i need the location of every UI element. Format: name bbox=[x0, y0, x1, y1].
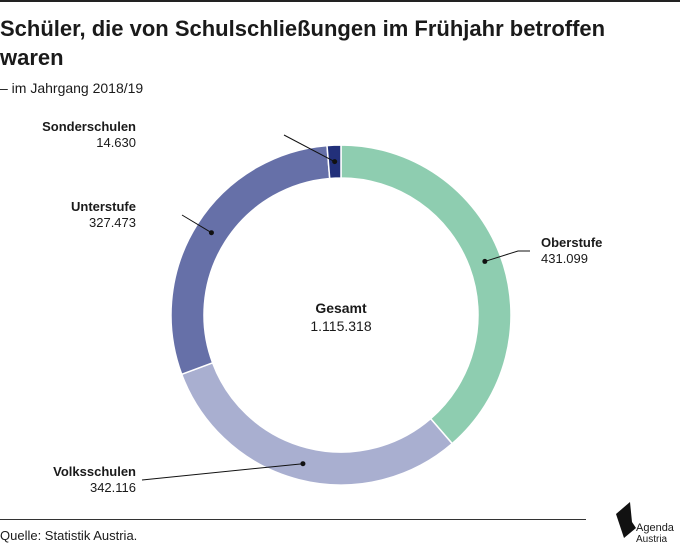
leader-dot-sonderschulen bbox=[332, 159, 338, 165]
leader-dot-volksschulen bbox=[300, 461, 306, 467]
bottom-rule bbox=[0, 519, 586, 520]
slice-value-sonderschulen: 14.630 bbox=[96, 135, 136, 150]
chart-subtitle: – im Jahrgang 2018/19 bbox=[0, 80, 144, 96]
center-label: Gesamt bbox=[315, 300, 367, 316]
brand-logo-text: Agenda Austria bbox=[636, 522, 674, 546]
leader-line-unterstufe bbox=[181, 214, 212, 234]
top-rule bbox=[0, 0, 680, 2]
slice-label-volksschulen: Volksschulen bbox=[53, 464, 136, 479]
chart-title: Schüler, die von Schulschließungen im Fr… bbox=[0, 16, 606, 70]
slice-unterstufe bbox=[170, 144, 331, 376]
leader-line-volksschulen bbox=[141, 463, 303, 481]
slice-label-oberstufe: Oberstufe bbox=[541, 235, 602, 250]
brand-line1: Agenda bbox=[636, 522, 674, 534]
slice-oberstufe bbox=[340, 144, 512, 445]
slice-value-volksschulen: 342.116 bbox=[90, 480, 136, 495]
source-note: Quelle: Statistik Austria. bbox=[0, 528, 138, 543]
center-value: 1.115.318 bbox=[310, 318, 371, 334]
leader-dot-oberstufe bbox=[482, 258, 488, 264]
leader-line-sonderschulen bbox=[283, 134, 335, 163]
brand-line2: Austria bbox=[636, 534, 668, 545]
leader-dot-unterstufe bbox=[208, 230, 214, 236]
slice-label-unterstufe: Unterstufe bbox=[71, 199, 136, 214]
slice-value-oberstufe: 431.099 bbox=[541, 251, 588, 266]
slice-value-unterstufe: 327.473 bbox=[89, 215, 136, 230]
slice-label-sonderschulen: Sonderschulen bbox=[42, 119, 136, 134]
leader-line-oberstufe bbox=[484, 250, 530, 262]
slice-volksschulen bbox=[180, 361, 454, 486]
agenda-austria-logo-icon bbox=[616, 502, 636, 538]
